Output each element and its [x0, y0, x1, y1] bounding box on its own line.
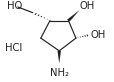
Text: HCl: HCl	[5, 43, 22, 53]
Text: OH: OH	[89, 30, 105, 40]
Polygon shape	[57, 51, 60, 64]
Text: HO: HO	[7, 1, 22, 11]
Text: NH₂: NH₂	[49, 68, 68, 78]
Text: OH: OH	[79, 1, 94, 11]
Polygon shape	[66, 10, 79, 21]
